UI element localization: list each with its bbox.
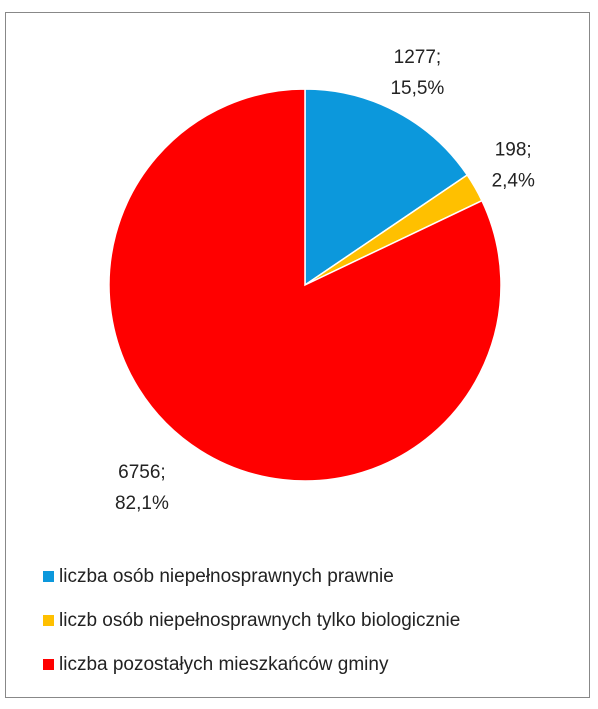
- pie-slice: [108, 88, 502, 482]
- legend-swatch: [43, 659, 54, 670]
- data-label-percent: 2,4%: [492, 171, 535, 192]
- legend-label: liczba pozostałych mieszkańców gminy: [59, 654, 389, 675]
- legend-swatch: [43, 571, 54, 582]
- legend-label: liczb osób niepełnosprawnych tylko biolo…: [59, 610, 460, 631]
- data-label-percent: 15,5%: [390, 78, 444, 99]
- legend-label: liczba osób niepełnosprawnych prawnie: [59, 566, 394, 587]
- data-label-percent: 82,1%: [115, 493, 169, 514]
- legend-swatch: [43, 615, 54, 626]
- data-label-value: 198;: [495, 140, 532, 161]
- data-label-value: 6756;: [118, 462, 166, 483]
- data-label-value: 1277;: [394, 47, 442, 68]
- pie-slice: [304, 88, 469, 287]
